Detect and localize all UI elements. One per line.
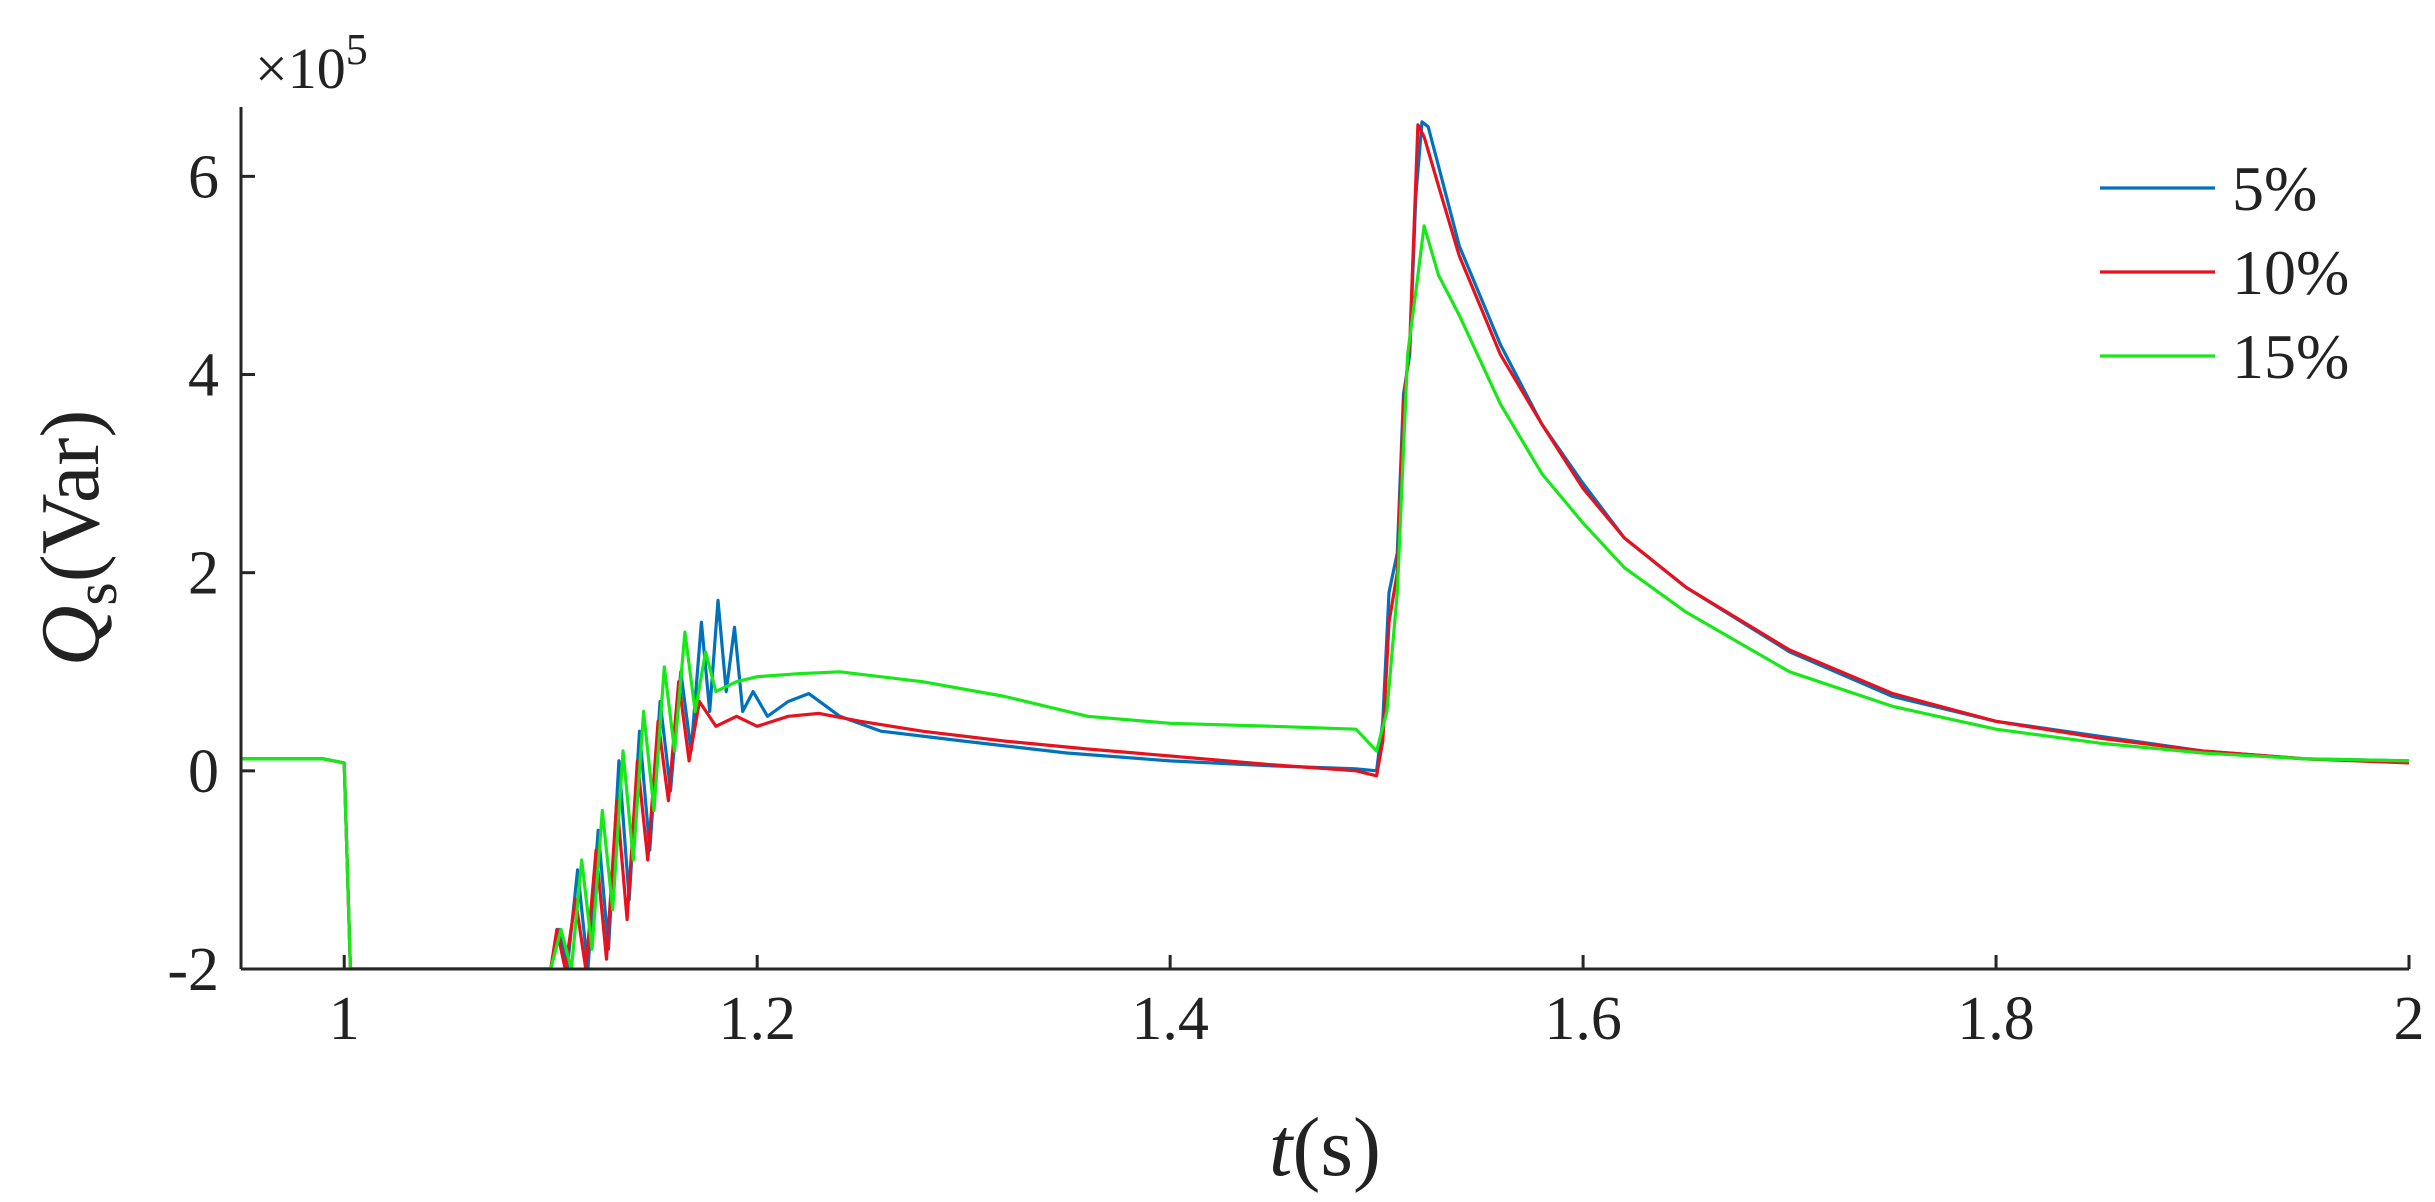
x-tick-label: 1 [329, 985, 360, 1053]
y-tick-label: 4 [188, 342, 219, 410]
series-layer [241, 120, 2409, 969]
x-tick-label: 1.4 [1131, 985, 1209, 1053]
axes [239, 107, 2409, 971]
series-line-2 [241, 123, 2409, 969]
y-tick-label: -2 [167, 936, 219, 1004]
y-tick-label: 0 [188, 738, 219, 806]
legend-label: 10% [2232, 237, 2349, 308]
y-ticks: -2 0 2 4 6 [167, 143, 255, 1004]
y-tick-label: 6 [188, 143, 219, 211]
legend-label: 5% [2232, 153, 2317, 224]
x-axis-title: t(s) [1269, 1101, 1381, 1194]
series-line-1 [241, 120, 2409, 969]
x-tick-label: 2 [2394, 985, 2425, 1053]
y-axis-title: Qs(Var) [24, 410, 129, 667]
legend: 5% 10% 15% [2100, 153, 2349, 392]
x-ticks: 1 1.2 1.4 1.6 1.8 2 [329, 955, 2425, 1053]
x-tick-label: 1.8 [1957, 985, 2035, 1053]
y-tick-label: 2 [188, 540, 219, 608]
y-exponent-label: ×105 [255, 25, 368, 101]
series-line-3 [241, 224, 2409, 969]
legend-label: 15% [2232, 321, 2349, 392]
x-tick-label: 1.6 [1544, 985, 1622, 1053]
x-tick-label: 1.2 [718, 985, 796, 1053]
